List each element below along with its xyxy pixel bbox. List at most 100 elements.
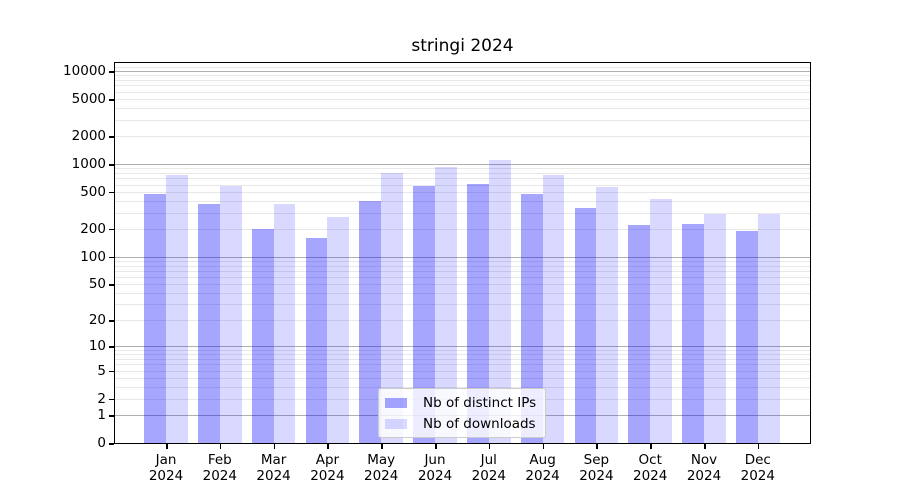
x-tick-label-feb: Feb 2024 <box>202 452 237 484</box>
bar-downloads-apr <box>327 217 350 443</box>
gridline-minor-5 <box>115 370 810 372</box>
x-tick-label-jun: Jun 2024 <box>417 452 453 484</box>
gridline-minor-4 <box>115 378 810 379</box>
x-tick-mark-may <box>381 444 383 449</box>
gridline-minor-2000 <box>115 136 810 137</box>
gridline-major-10 <box>115 346 810 348</box>
plot-area <box>114 62 811 444</box>
gridline-minor-700 <box>115 178 810 180</box>
gridline-minor-4000 <box>115 108 810 109</box>
y-tick-mark-10000 <box>109 71 114 73</box>
gridline-minor-7000 <box>115 85 810 87</box>
bar-ips-aug <box>520 193 543 443</box>
y-tick-label-20: 20 <box>88 312 106 328</box>
bar-ips-dec <box>736 230 758 443</box>
x-tick-label-mar: Mar 2024 <box>256 452 291 484</box>
x-tick-mark-jun <box>435 444 437 449</box>
y-tick-mark-100 <box>109 256 114 259</box>
legend-label-distinct-ips: Nb of distinct IPs <box>423 394 537 411</box>
gridline-minor-3 <box>115 387 810 388</box>
x-tick-label-jan: Jan 2024 <box>148 452 184 484</box>
gridline-minor-60 <box>115 277 810 278</box>
bar-downloads-may <box>381 173 403 443</box>
legend-swatch-distinct-ips <box>385 397 407 408</box>
legend-item-distinct-ips: Nb of distinct IPs <box>385 394 537 412</box>
gridline-minor-70 <box>115 270 810 272</box>
gridline-minor-20 <box>115 320 810 321</box>
gridline-major-1000 <box>115 164 810 165</box>
bar-downloads-feb <box>219 185 242 443</box>
bar-ips-jul <box>467 183 489 443</box>
bar-ips-apr <box>305 237 328 443</box>
y-tick-label-10000: 10000 <box>63 63 106 79</box>
y-tick-label-100: 100 <box>80 248 106 265</box>
bar-ips-nov <box>682 223 704 443</box>
bar-ips-oct <box>628 224 651 443</box>
x-tick-mark-jul <box>488 444 491 449</box>
bar-downloads-jun <box>435 166 457 443</box>
gridline-minor-5000 <box>115 99 810 100</box>
bar-downloads-nov <box>704 213 726 443</box>
y-tick-mark-1000 <box>109 164 114 166</box>
y-tick-mark-2000 <box>109 136 114 138</box>
gridline-minor-600 <box>115 184 810 186</box>
legend-label-downloads: Nb of downloads <box>423 415 536 432</box>
bar-ips-feb <box>198 203 220 443</box>
gridline-minor-8000 <box>115 80 810 81</box>
x-tick-mark-apr <box>327 444 329 449</box>
gridline-minor-200 <box>115 228 810 230</box>
x-tick-mark-dec <box>757 444 760 449</box>
y-tick-mark-2 <box>109 398 114 401</box>
gridline-minor-800 <box>115 173 810 174</box>
gridline-minor-30 <box>115 304 810 306</box>
y-tick-mark-5 <box>109 370 114 373</box>
y-tick-label-2: 2 <box>97 390 106 407</box>
bar-downloads-sep <box>596 187 619 443</box>
gridline-minor-500 <box>115 191 810 193</box>
legend-swatch-downloads <box>385 418 407 429</box>
gridline-minor-6 <box>115 364 810 366</box>
bar-downloads-oct <box>650 199 672 443</box>
x-tick-label-jul: Jul 2024 <box>471 452 506 484</box>
y-tick-mark-200 <box>109 228 114 231</box>
bar-ips-mar <box>251 228 274 443</box>
y-tick-mark-20 <box>109 320 114 322</box>
x-tick-mark-aug <box>542 444 545 449</box>
bar-downloads-dec <box>757 213 780 443</box>
x-tick-label-apr: Apr 2024 <box>310 452 345 484</box>
gridline-minor-50 <box>115 284 810 286</box>
bar-ips-jun <box>413 186 435 443</box>
x-tick-mark-jan <box>166 444 168 449</box>
y-tick-label-10: 10 <box>88 338 106 355</box>
x-tick-label-may: May 2024 <box>364 452 399 484</box>
y-tick-label-5000: 5000 <box>71 91 106 107</box>
y-tick-label-5: 5 <box>97 362 106 379</box>
y-tick-mark-5000 <box>109 99 114 101</box>
x-tick-label-nov: Nov 2024 <box>686 452 722 484</box>
bar-ips-sep <box>574 207 597 443</box>
x-tick-label-sep: Sep 2024 <box>579 452 614 484</box>
y-tick-label-0: 0 <box>97 435 106 451</box>
gridline-minor-300 <box>115 212 810 214</box>
bar-downloads-mar <box>273 203 296 443</box>
chart-title: stringi 2024 <box>411 36 514 56</box>
gridline-minor-6000 <box>115 91 810 93</box>
bar-downloads-jul <box>488 160 511 443</box>
bar-ips-jan <box>144 194 166 443</box>
bar-ips-may <box>359 200 382 443</box>
y-tick-mark-0 <box>109 443 114 445</box>
x-tick-mark-nov <box>704 444 706 449</box>
gridline-minor-11000 <box>115 67 810 69</box>
x-tick-label-dec: Dec 2024 <box>740 452 775 484</box>
x-tick-mark-sep <box>596 444 598 449</box>
x-tick-mark-oct <box>650 444 652 449</box>
y-tick-label-1: 1 <box>97 407 106 423</box>
y-tick-mark-500 <box>109 191 114 194</box>
gridline-minor-9 <box>115 350 810 351</box>
gridline-minor-40 <box>115 293 810 294</box>
legend: Nb of distinct IPs Nb of downloads <box>378 388 546 438</box>
gridline-major-10000 <box>115 71 810 72</box>
y-tick-label-500: 500 <box>80 183 106 200</box>
y-tick-label-200: 200 <box>80 220 106 237</box>
